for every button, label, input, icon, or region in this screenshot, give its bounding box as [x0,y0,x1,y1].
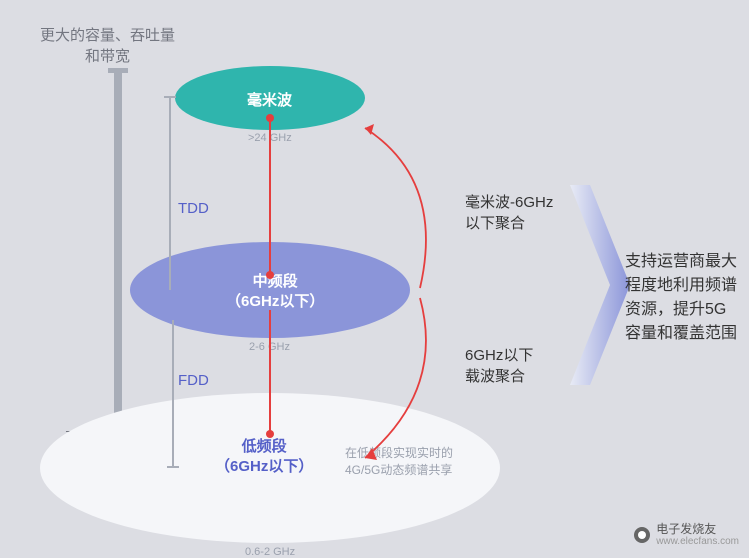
watermark: 电子发烧友 www.elecfans.com [634,523,739,547]
axis-cap-top [108,68,128,73]
tdd-label: TDD [178,200,209,217]
watermark-url: www.elecfans.com [656,536,739,547]
low-band-label: 低频段 （6GHz以下） [215,437,313,478]
connector-dot-mid [266,271,274,279]
mid-band-label: 中频段 （6GHz以下） [226,272,324,313]
fdd-label: FDD [178,372,209,389]
axis-top-label: 更大的容量、吞吐量 和带宽 [40,25,175,67]
connector-bottom [269,310,271,434]
duplex-fdd-cap-bot [167,466,179,468]
connector-top [269,118,271,275]
duplex-tdd-cap-top [164,96,176,98]
low-band-note: 在低频段实现实时的 4G/5G动态频谱共享 [345,445,453,479]
duplex-fdd-line [172,320,174,468]
callout-chevron [570,185,630,385]
low-band-freq: 0.6-2 GHz [245,546,295,558]
connector-dot-high [266,114,274,122]
connector-dot-low [266,430,274,438]
aggregation-bottom-label: 6GHz以下 载波聚合 [465,345,533,387]
high-band-label: 毫米波 [247,89,292,110]
aggregation-top-label: 毫米波-6GHz 以下聚合 [465,192,553,234]
callout-text: 支持运营商最大 程度地利用频谱 资源，提升5G 容量和覆盖范围 [625,250,737,346]
duplex-tdd-line [169,98,171,290]
watermark-brand: 电子发烧友 [656,523,739,536]
axis-bar [114,72,122,418]
watermark-icon [634,527,650,543]
